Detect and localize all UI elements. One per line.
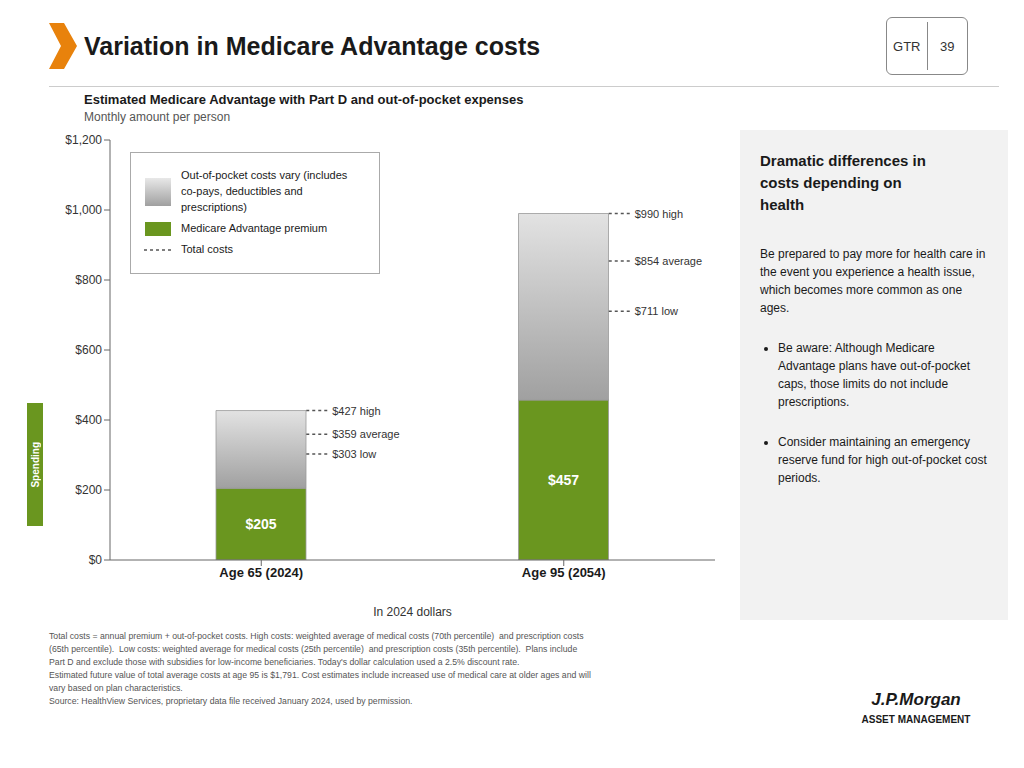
html-text:Estimated Medicare Advantage w: Estimated Medicare Advantage with Part D… [84,92,524,107]
html-text:Total costs = annual premium +: Total costs = annual premium + out-of-po… [49,631,591,707]
svg-text:$200: $200 [75,483,102,497]
svg-text:$800: $800 [75,273,102,287]
svg-text:$427 high: $427 high [332,405,380,417]
svg-text:$711 low: $711 low [635,305,678,317]
html-text:Spending: Spending [29,441,41,488]
html-text:Dramatic differences in costs: Dramatic differences in costs depending … [760,152,926,213]
html-text:Variation in Medicare Advantag: Variation in Medicare Advantage costs [84,31,541,60]
svg-text:In 2024 dollars: In 2024 dollars [373,605,452,619]
html-text:Medicare Advantage premium: Medicare Advantage premium [181,221,328,234]
svg-text:$854 average: $854 average [635,255,702,267]
svg-text:$1,200: $1,200 [65,133,102,147]
svg-text:$600: $600 [75,343,102,357]
svg-text:Age 65 (2024): Age 65 (2024) [219,565,303,580]
svg-text:$303 low: $303 low [332,448,376,460]
html-text:39: 39 [940,38,955,54]
svg-text:$0: $0 [89,553,103,567]
svg-text:$457: $457 [548,472,579,488]
svg-text:$990 high: $990 high [635,208,683,220]
svg-text:$400: $400 [75,413,102,427]
html-text:Total costs: Total costs [181,242,233,255]
html-text:ASSET MANAGEMENT: ASSET MANAGEMENT [861,714,971,725]
svg-text:$205: $205 [245,516,276,532]
html-text:Out-of-pocket costs vary (incl: Out-of-pocket costs vary (includes co-pa… [181,169,348,213]
html-text:Consider maintaining an emerge: Consider maintaining an emergency reserv… [778,435,987,486]
svg-text:$1,000: $1,000 [65,203,102,217]
svg-text:Age 95 (2054): Age 95 (2054) [522,565,606,580]
html-text:Monthly amount per person: Monthly amount per person [84,110,231,124]
html-text:J.P.Morgan: J.P.Morgan [871,690,961,709]
svg-text:$359 average: $359 average [332,428,399,440]
html-text:GTR: GTR [893,38,921,54]
html-text:Be prepared to pay more for he: Be prepared to pay more for health care … [760,247,986,316]
html-text:Be aware: Although Medicare Ad: Be aware: Although Medicare Advantage pl… [778,341,971,410]
